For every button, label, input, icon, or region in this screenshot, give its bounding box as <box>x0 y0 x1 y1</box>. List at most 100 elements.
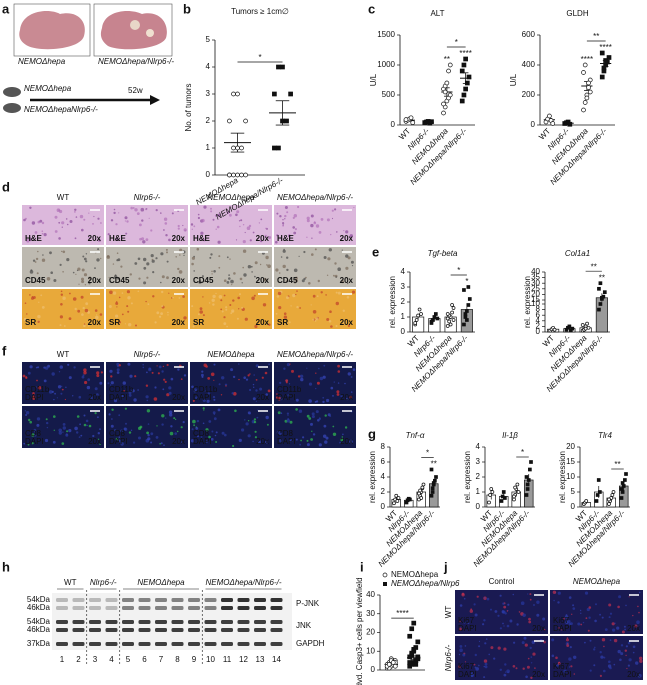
blot-band <box>171 598 184 602</box>
texture <box>618 595 622 599</box>
texture <box>624 649 627 652</box>
texture <box>589 669 592 672</box>
data-point <box>607 497 611 502</box>
texture <box>229 258 231 260</box>
texture <box>247 411 251 415</box>
y-tick-label: 20 <box>366 628 375 637</box>
texture <box>74 211 76 213</box>
blot-band <box>204 620 217 624</box>
blot-band <box>221 620 233 624</box>
texture <box>569 646 572 649</box>
texture <box>100 222 102 224</box>
texture <box>611 622 615 626</box>
texture <box>110 375 113 378</box>
texture <box>211 430 214 433</box>
counterstain-label: DAPI <box>25 437 44 446</box>
texture <box>23 218 26 222</box>
data-point <box>447 62 453 68</box>
texture <box>608 603 612 607</box>
texture <box>84 308 89 313</box>
texture <box>295 279 298 283</box>
texture <box>502 622 504 625</box>
counterstain-label: DAPI <box>553 670 572 679</box>
protein-label: P-JNK <box>296 599 320 608</box>
texture <box>520 601 525 605</box>
texture <box>166 260 169 263</box>
texture <box>32 397 35 400</box>
mouse-icon <box>3 87 21 97</box>
texture <box>180 378 183 380</box>
texture <box>239 225 241 228</box>
chart-title: Col1a1 <box>565 249 590 258</box>
texture <box>59 209 63 214</box>
texture <box>81 268 85 272</box>
texture <box>521 641 525 645</box>
magnification: 20x <box>172 318 186 327</box>
texture <box>199 310 203 314</box>
texture <box>327 257 331 261</box>
texture <box>323 256 327 259</box>
counterstain-label: DAPI <box>193 437 212 446</box>
texture <box>36 417 41 421</box>
blot-band <box>204 628 217 632</box>
texture <box>335 301 339 306</box>
texture <box>258 440 262 444</box>
blot-band <box>171 606 184 610</box>
y-tick-label: 2 <box>536 322 541 331</box>
texture <box>599 613 601 616</box>
texture <box>350 260 354 264</box>
texture <box>459 648 463 652</box>
legend-label: NEMOΔhepa <box>391 570 439 579</box>
texture <box>32 296 36 299</box>
texture <box>124 216 128 220</box>
texture <box>474 653 477 657</box>
texture <box>566 644 570 647</box>
data-point <box>581 107 586 113</box>
data-point <box>525 482 530 487</box>
texture <box>146 399 149 402</box>
texture <box>202 398 206 402</box>
texture <box>472 626 475 629</box>
texture <box>78 436 81 438</box>
texture <box>464 661 467 663</box>
panel-letter: g <box>368 426 376 441</box>
texture <box>32 395 36 399</box>
texture <box>110 424 114 428</box>
texture <box>37 366 40 369</box>
texture <box>609 612 613 615</box>
texture <box>78 395 82 399</box>
stain-label: CD11b <box>193 385 218 394</box>
significance: **** <box>599 43 611 52</box>
texture <box>61 388 64 391</box>
blot-band <box>188 620 200 624</box>
texture <box>580 612 582 614</box>
texture <box>180 441 183 444</box>
texture <box>197 213 200 216</box>
liver-photo <box>19 11 85 50</box>
texture <box>112 263 115 265</box>
panel-letter: e <box>372 244 379 259</box>
y-axis-label: rel. expression <box>558 451 567 503</box>
texture <box>161 305 164 308</box>
texture <box>80 295 84 299</box>
y-tick-label: 1 <box>401 312 406 321</box>
texture <box>322 396 325 399</box>
stain-label: CD11b <box>277 385 302 394</box>
texture <box>258 319 260 321</box>
texture <box>258 222 261 224</box>
texture <box>62 271 64 273</box>
blot-band <box>155 642 167 646</box>
texture <box>213 363 216 366</box>
texture <box>165 234 168 237</box>
texture <box>632 614 634 617</box>
texture <box>350 376 353 378</box>
texture <box>478 645 481 648</box>
texture <box>160 312 164 315</box>
data-point <box>516 490 521 494</box>
blot-band <box>72 620 85 624</box>
texture <box>351 265 354 267</box>
texture <box>483 597 486 599</box>
y-tick-label: 3 <box>401 282 406 291</box>
texture <box>306 414 310 418</box>
texture <box>28 418 31 422</box>
